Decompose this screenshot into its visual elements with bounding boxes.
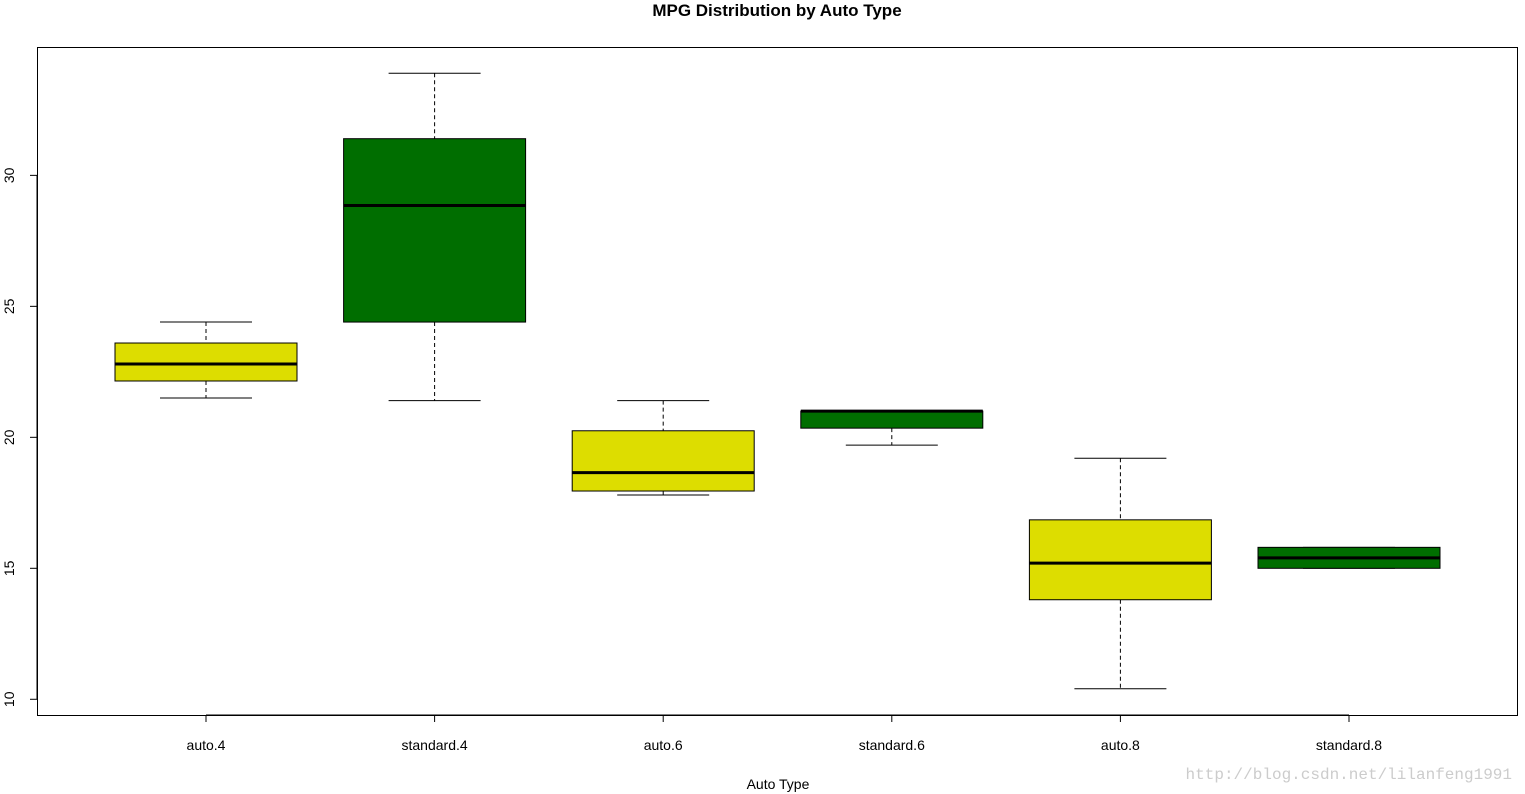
box-auto.6 xyxy=(571,400,755,496)
x-tick-label: standard.4 xyxy=(402,737,468,753)
x-axis: auto.4 standard.4 auto.6 standard.6 auto.8 st… xyxy=(187,714,1382,753)
watermark: http://blog.csdn.net/lilanfeng1991 xyxy=(1186,766,1512,784)
y-tick-label: 10 xyxy=(1,691,17,707)
chart-title: MPG Distribution by Auto Type xyxy=(652,1,901,20)
box-standard.8 xyxy=(1257,546,1441,569)
box-standard.6 xyxy=(800,409,984,446)
box-iqr xyxy=(114,342,298,382)
y-axis: 10 15 20 25 30 xyxy=(1,167,38,707)
boxes xyxy=(114,72,1441,690)
box-standard.4 xyxy=(343,72,527,402)
y-tick-label: 20 xyxy=(1,429,17,445)
box-iqr xyxy=(800,410,984,429)
box-iqr xyxy=(343,138,527,323)
box-auto.8 xyxy=(1028,457,1212,690)
y-tick-label: 15 xyxy=(1,560,17,576)
box-auto.4 xyxy=(114,321,298,399)
y-tick-label: 25 xyxy=(1,298,17,314)
x-tick-label: standard.8 xyxy=(1316,737,1382,753)
box-iqr xyxy=(1028,519,1212,601)
x-tick-label: auto.4 xyxy=(187,737,226,753)
x-axis-label: Auto Type xyxy=(747,776,810,792)
x-tick-label: auto.6 xyxy=(644,737,683,753)
box-iqr xyxy=(571,430,755,492)
x-tick-label: auto.8 xyxy=(1101,737,1140,753)
y-tick-label: 30 xyxy=(1,167,17,183)
x-tick-label: standard.6 xyxy=(859,737,925,753)
